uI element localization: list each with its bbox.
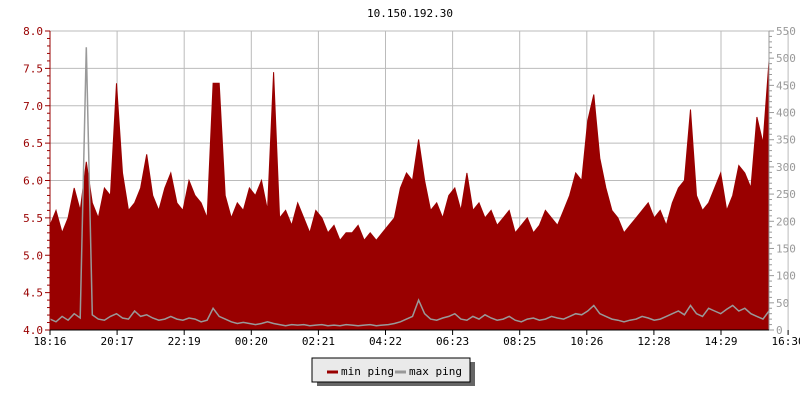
axes: 4.0 4.5 5.0 5.5 6.0 6.5 7.0 7.5 8.0 0 50 100 150 200 2… [23, 25, 800, 348]
left-tick-label: 5.5 [23, 212, 43, 225]
x-tick-label: 02:21 [302, 335, 335, 348]
x-tick-label: 04:22 [369, 335, 402, 348]
x-tick-label: 08:25 [503, 335, 536, 348]
right-tick-label: 450 [776, 79, 796, 92]
legend-label-min: min ping [341, 365, 394, 378]
legend-box [311, 357, 471, 383]
left-tick-label: 4.5 [23, 287, 43, 300]
left-tick-label: 7.5 [23, 62, 43, 75]
legend: min ping max ping [311, 357, 475, 386]
right-tick-label: 350 [776, 134, 796, 147]
x-tick-label: 00:20 [235, 335, 268, 348]
min-ping-area [49, 60, 770, 331]
right-tick-label: 200 [776, 215, 796, 228]
right-tick-label: 150 [776, 242, 796, 255]
x-tick-label: 16:30 [772, 335, 800, 348]
legend-label-max: max ping [409, 365, 462, 378]
max-ping-line [49, 47, 770, 327]
x-tick-label: 20:17 [101, 335, 134, 348]
right-tick-label: 300 [776, 161, 796, 174]
x-tick-label: 22:19 [168, 335, 201, 348]
left-tick-label: 7.0 [23, 100, 43, 113]
right-tick-label: 100 [776, 270, 796, 283]
right-tick-label: 550 [776, 25, 796, 38]
max-ping-series [49, 47, 770, 327]
right-tick-label: 400 [776, 107, 796, 120]
right-tick-label: 50 [776, 297, 789, 310]
min-ping-series [49, 60, 770, 331]
x-tick-label: 06:23 [436, 335, 469, 348]
left-tick-label: 8.0 [23, 25, 43, 38]
left-tick-label: 5.0 [23, 249, 43, 262]
right-tick-label: 0 [776, 324, 783, 337]
x-tick-label: 12:28 [637, 335, 670, 348]
left-tick-label: 6.0 [23, 175, 43, 188]
x-tick-label: 18:16 [33, 335, 66, 348]
right-tick-label: 250 [776, 188, 796, 201]
chart-title: 10.150.192.30 [367, 7, 453, 20]
left-tick-label: 6.5 [23, 137, 43, 150]
x-tick-label: 10:26 [570, 335, 603, 348]
x-tick-label: 14:29 [704, 335, 737, 348]
right-tick-label: 500 [776, 52, 796, 65]
left-tick-label: 4.0 [23, 324, 43, 337]
